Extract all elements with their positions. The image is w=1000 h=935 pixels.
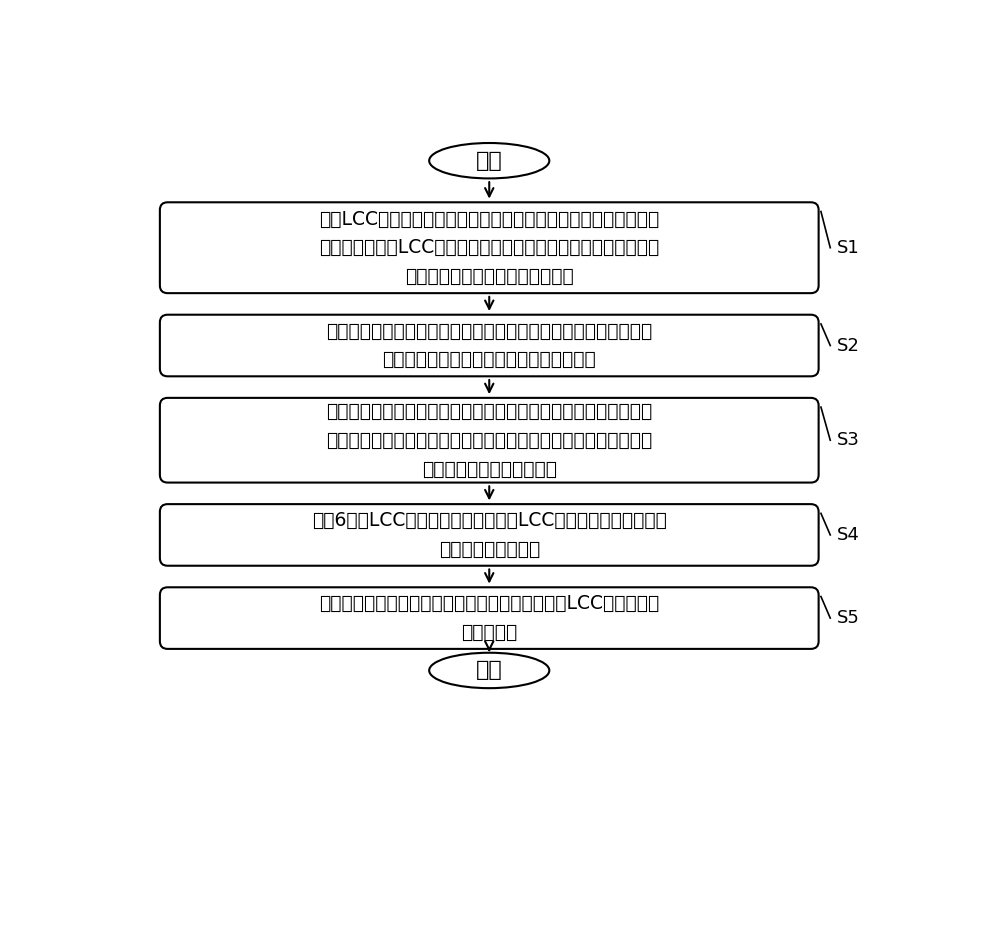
FancyBboxPatch shape: [160, 202, 819, 294]
Text: 开始: 开始: [476, 151, 503, 171]
Text: 根据6脉动LCC换流站拓扑结构，确定LCC换流站三相电压开关函
数的傅里叶分析结果: 根据6脉动LCC换流站拓扑结构，确定LCC换流站三相电压开关函 数的傅里叶分析结…: [312, 511, 667, 559]
Text: 基于LCC换流站分相控制方法及触发脉冲产生原理，利用双重傅里
叶分析方法分析LCC换流站中单个晶闸管的导通状态，得到忽略换
相过程的单个晶闸管谐波分析结果: 基于LCC换流站分相控制方法及触发脉冲产生原理，利用双重傅里 叶分析方法分析LC…: [319, 209, 659, 286]
FancyBboxPatch shape: [160, 587, 819, 649]
Text: S1: S1: [836, 238, 859, 257]
Ellipse shape: [429, 653, 549, 688]
FancyBboxPatch shape: [160, 315, 819, 376]
Ellipse shape: [429, 143, 549, 179]
FancyBboxPatch shape: [160, 398, 819, 482]
Text: S4: S4: [836, 525, 859, 544]
Text: S2: S2: [836, 337, 859, 354]
Text: 结束: 结束: [476, 660, 503, 681]
Text: 基于傅里叶级数拟合方法，拟合晶闸管随触发角波动而动态变化的
晶闸管换相过程，得到对应的换相结束时刻: 基于傅里叶级数拟合方法，拟合晶闸管随触发角波动而动态变化的 晶闸管换相过程，得到…: [326, 322, 652, 369]
Text: S5: S5: [836, 609, 859, 627]
Text: 基于忽略换相过程的单个晶闸管谐波分析结果和换相结束时刻，利
用双重傅里叶方法分析单个晶闸管的导通状态，得到计及换相过程
的单个晶闸管谐波分析结果: 基于忽略换相过程的单个晶闸管谐波分析结果和换相结束时刻，利 用双重傅里叶方法分析…: [326, 402, 652, 479]
Text: S3: S3: [836, 431, 859, 449]
Text: 基于调制理论和开关函数的傅里叶分析结果，计算LCC换流站的直
流电压谐波: 基于调制理论和开关函数的傅里叶分析结果，计算LCC换流站的直 流电压谐波: [319, 595, 659, 642]
FancyBboxPatch shape: [160, 504, 819, 566]
